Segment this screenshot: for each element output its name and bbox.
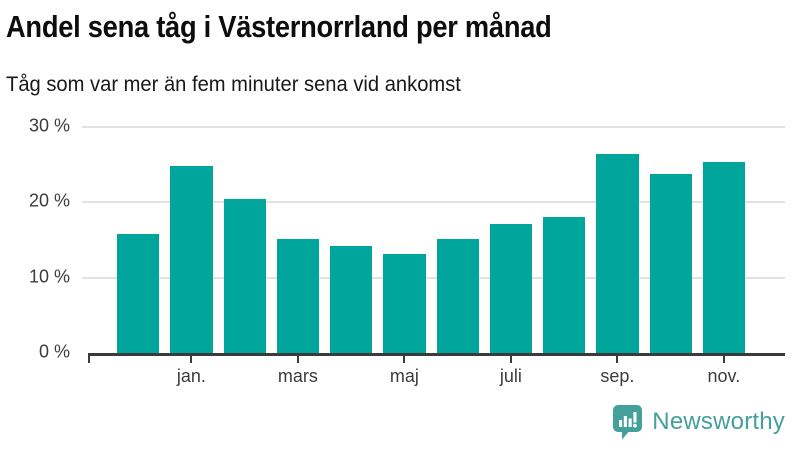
tick-mark bbox=[190, 356, 193, 363]
x-tick-empty-5 bbox=[330, 356, 372, 387]
chart-title: Andel sena tåg i Västernorrland per måna… bbox=[6, 9, 552, 44]
bar-11 bbox=[649, 174, 692, 353]
axis-start-tick bbox=[88, 356, 90, 363]
y-tick-label-0: 0 % bbox=[38, 341, 70, 362]
x-tick-empty-11 bbox=[650, 356, 692, 387]
x-axis-labels: jan. mars maj juli sep. nov. bbox=[88, 356, 785, 387]
newsworthy-logo-icon bbox=[612, 404, 643, 440]
bars bbox=[88, 127, 785, 353]
bar-9 bbox=[543, 216, 586, 353]
chart-subtitle: Tåg som var mer än fem minuter sena vid … bbox=[6, 73, 461, 96]
x-tick-sep: sep. bbox=[596, 356, 638, 387]
y-axis: 0 % 10 % 20 % 30 % bbox=[6, 115, 88, 361]
y-tick-label-20: 20 % bbox=[28, 190, 70, 211]
x-tick-juli: juli bbox=[490, 356, 532, 387]
x-tick-label: jan. bbox=[176, 366, 206, 386]
bar-6 bbox=[383, 253, 426, 353]
plot-area bbox=[82, 126, 785, 363]
bar-1 bbox=[117, 233, 160, 353]
x-tick-empty-1 bbox=[117, 356, 159, 387]
bar-7 bbox=[436, 239, 479, 353]
y-tick-label-30: 30 % bbox=[28, 115, 70, 136]
x-tick-label: sep. bbox=[600, 366, 635, 386]
bar-10 bbox=[596, 154, 639, 353]
gridline-10 bbox=[82, 276, 785, 279]
bar-2 bbox=[170, 166, 213, 353]
tick-mark bbox=[296, 356, 299, 363]
x-tick-maj: maj bbox=[383, 356, 425, 387]
x-tick-label: nov. bbox=[707, 366, 741, 386]
y-tick-label-10: 10 % bbox=[28, 266, 70, 287]
brand-name: Newsworthy bbox=[652, 408, 785, 435]
bar-12 bbox=[702, 162, 745, 353]
x-tick-empty-7 bbox=[437, 356, 479, 387]
chart-area: 0 % 10 % 20 % 30 % bbox=[6, 115, 785, 363]
x-tick-mars: mars bbox=[277, 356, 319, 387]
x-tick-empty-3 bbox=[224, 356, 266, 387]
bar-5 bbox=[330, 246, 373, 353]
x-tick-empty-9 bbox=[543, 356, 585, 387]
x-tick-label: juli bbox=[499, 366, 522, 386]
bar-3 bbox=[223, 199, 266, 353]
x-tick-label: mars bbox=[277, 366, 318, 386]
bar-8 bbox=[489, 224, 532, 353]
tick-mark bbox=[403, 356, 406, 363]
footer: Newsworthy bbox=[6, 404, 785, 440]
tick-mark bbox=[616, 356, 619, 363]
x-tick-label: maj bbox=[389, 366, 419, 386]
bar-4 bbox=[276, 238, 319, 353]
gridline-20 bbox=[82, 201, 785, 204]
gridline-30 bbox=[82, 126, 785, 128]
tick-mark bbox=[509, 356, 512, 363]
x-tick-nov: nov. bbox=[703, 356, 745, 387]
x-tick-jan: jan. bbox=[170, 356, 212, 387]
tick-mark bbox=[722, 356, 725, 363]
x-axis: jan. mars maj juli sep. nov. bbox=[6, 356, 785, 387]
